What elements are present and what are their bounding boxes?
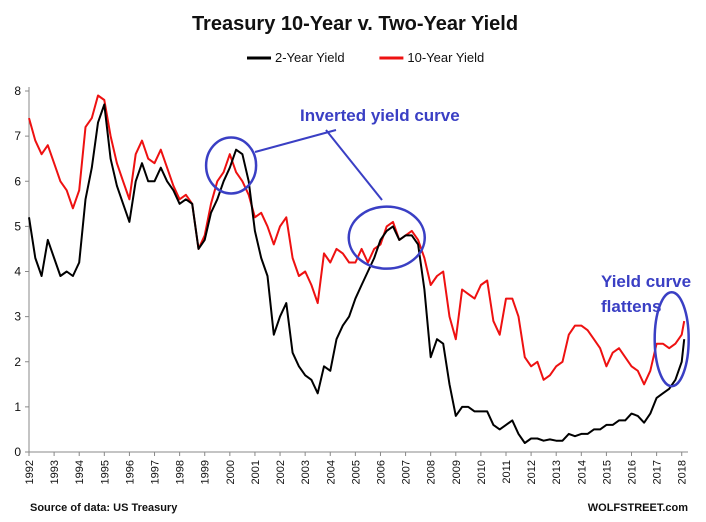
x-tick-label: 1999 [200,460,212,484]
y-ticks: 0 1 2 3 4 5 6 7 8 [14,84,29,459]
chart-title: Treasury 10-Year v. Two-Year Yield [192,13,518,35]
x-tick-label: 2002 [275,460,287,484]
annotation-pointer-2006 [325,129,383,201]
y-tick-label: 7 [14,129,21,143]
source-note: Source of data: US Treasury [30,502,178,514]
x-tick-label: 2001 [250,460,262,484]
x-tick-label: 2011 [501,460,513,484]
brand-label: WOLFSTREET.com [588,502,688,514]
x-tick-label: 2015 [601,460,613,484]
x-tick-label: 2013 [551,460,563,484]
x-tick-label: 2017 [652,460,664,484]
x-tick-label: 2016 [627,460,639,484]
x-tick-label: 1992 [24,460,36,484]
x-tick-label: 2003 [300,460,312,484]
x-tick-label: 2014 [576,460,588,484]
x-tick-label: 1995 [99,460,111,484]
annotation-circle-2000 [204,136,258,195]
x-tick-label: 2007 [401,460,413,484]
x-tick-label: 2004 [325,460,337,484]
y-tick-label: 3 [14,310,21,324]
x-tick-label: 1997 [150,460,162,484]
annotation-yield-curve: Yield curve [601,272,691,291]
legend-label: 10-Year Yield [407,50,484,65]
x-tick-label: 1993 [49,460,61,484]
x-tick-label: 2005 [350,460,362,484]
annotation-flattens: flattens [601,297,661,316]
x-tick-label: 2010 [476,460,488,484]
y-tick-label: 8 [14,84,21,98]
annotation-pointer-2000 [254,129,337,153]
annotation-circle-2018 [653,290,690,388]
x-tick-label: 2006 [375,460,387,484]
series-line-10-year-yield [28,94,686,386]
legend: 2-Year Yield 10-Year Yield [247,50,484,65]
y-tick-label: 6 [14,174,21,188]
y-tick-label: 4 [14,265,21,279]
x-tick-label: 2009 [451,460,463,484]
annotation-circle-2006 [347,205,426,270]
annotation-inverted-yield-curve: Inverted yield curve [300,106,460,125]
x-tick-label: 1994 [74,460,86,484]
x-ticks: 1992 1993 1994 1995 1996 1997 1998 1999 2000 2001… [24,452,689,484]
series-line-2-year-yield [28,103,686,444]
y-tick-label: 2 [14,355,21,369]
x-tick-label: 1996 [124,460,136,484]
x-tick-label: 2018 [677,460,689,484]
annotations: Inverted yield curve Yield curve flatten… [204,106,691,388]
x-tick-label: 1998 [175,460,187,484]
series-lines [28,94,686,444]
x-tick-label: 2008 [426,460,438,484]
legend-label: 2-Year Yield [275,50,345,65]
y-tick-label: 0 [14,445,21,459]
y-tick-label: 1 [14,400,21,414]
x-tick-label: 2012 [526,460,538,484]
y-tick-label: 5 [14,219,21,233]
x-tick-label: 2000 [225,460,237,484]
